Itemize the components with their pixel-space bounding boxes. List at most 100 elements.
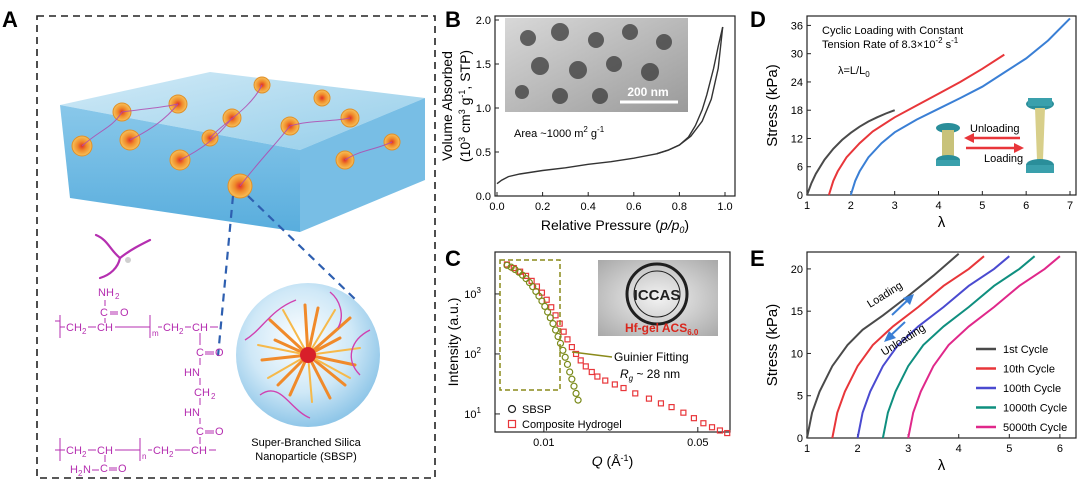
chart-b-ytick-label: 0.0 [476, 191, 491, 203]
unloading-arrow [964, 133, 1020, 143]
chart-d-xtick-label: 6 [1023, 200, 1029, 212]
chart-b-ylabel-line2: (103 cm3 g-1, STP) [457, 50, 473, 162]
panel-letter-a: A [2, 7, 18, 32]
chem-o-top: O [120, 307, 129, 319]
panel-e: E 1 2 3 4 5 6 0 5 10 15 20 λ Stress (kPa) 1st Cycle 10… [750, 246, 1077, 474]
panel-c: C 0.01 0.05 101 102 103 SBSP Composite Hydroge… [445, 246, 731, 469]
e-loading-arrow [891, 294, 914, 316]
chem-ch-top: CH [97, 322, 113, 334]
chart-e-xlabel: λ [938, 457, 946, 474]
chart-e-xtick-label: 5 [1006, 443, 1012, 455]
chart-c-point-hydrogel [594, 373, 601, 380]
chem-h2n-bottom-sub: 2 [78, 469, 83, 478]
chart-c-point-sbsp [570, 382, 578, 390]
chart-e-frame [806, 251, 1077, 439]
chart-c-point-hydrogel [577, 357, 584, 364]
chart-c-point-sbsp [554, 332, 562, 341]
chem-c-o1: C [196, 347, 204, 359]
chart-c-point-hydrogel [522, 272, 530, 279]
chart-c-ylabel: Intensity (a.u.) [445, 298, 461, 387]
chart-c-xtick-label: 0.01 [533, 437, 554, 449]
chart-e-legend-label: 10th Cycle [1003, 364, 1055, 376]
chart-c-point-hydrogel [560, 328, 567, 335]
chem-ch2-top: CH [66, 322, 82, 334]
chart-e-legend-label: 100th Cycle [1003, 383, 1061, 395]
chemical-structure: NH 2 C O CH 2 CH m CH 2 CH C [55, 287, 224, 478]
chart-b-series-adsorption [496, 26, 724, 185]
chart-b-series-desorption [656, 26, 724, 155]
chart-e-series-10th-cycle [831, 255, 985, 439]
chart-d-ytick-label: 0 [797, 190, 803, 202]
chart-e-ytick-label: 0 [797, 433, 803, 445]
chart-d-ytick-label: 12 [791, 133, 803, 145]
chart-c-point-hydrogel [645, 395, 653, 402]
chart-c: 0.01 0.05 101 102 103 SBSP Composite Hydrogel Q… [445, 251, 731, 469]
chart-e: 1 2 3 4 5 6 0 5 10 15 20 λ Stress (kPa) 1st Cycle 10th… [764, 251, 1077, 474]
chart-d-ytick-label: 36 [791, 20, 803, 32]
chart-c-ytick-label: 103 [464, 286, 481, 301]
chart-d-series-curve2 [827, 53, 1005, 196]
chart-c-xlabel: Q (Å-1) [592, 453, 633, 469]
chart-c-point-hydrogel [716, 427, 724, 434]
rg-label: Rg ~ 28 nm [620, 367, 680, 383]
chart-c-point-sbsp [529, 283, 537, 291]
chart-c-point-hydrogel [572, 350, 580, 358]
chart-c-point-sbsp [574, 396, 582, 404]
chart-c-point-sbsp [572, 389, 580, 397]
chart-c-point-hydrogel [548, 304, 555, 311]
loading-label: Loading [984, 153, 1023, 165]
chart-b-xtick-label: 0.8 [672, 201, 687, 213]
chart-e-xtick-label: 1 [804, 443, 810, 455]
chart-c-point-hydrogel [724, 429, 731, 437]
chart-d-xlabel: λ [938, 214, 946, 231]
chart-b-ytick-label: 0.5 [476, 147, 491, 159]
chart-c-xtick-label: 0.05 [687, 437, 708, 449]
chem-h2n-bottom-n: N [83, 464, 91, 476]
panel-letter-d: D [750, 7, 766, 32]
e-unloading-arrow [884, 321, 906, 342]
chem-c-top: C [100, 307, 108, 319]
chart-c-point-sbsp [503, 261, 511, 269]
chem-nh2-top: NH [98, 287, 114, 299]
hydrogel-slab-illustration [60, 72, 425, 357]
chart-c-point-sbsp [551, 326, 560, 334]
unloading-label: Unloading [970, 123, 1020, 135]
chart-c-point-hydrogel [680, 409, 687, 416]
chart-c-point-sbsp [541, 302, 549, 310]
panel-letter-c: C [445, 246, 461, 271]
chart-c-point-hydrogel [700, 420, 707, 427]
sample-stretched-icon [1026, 98, 1054, 173]
chart-e-series-1st-cycle [806, 252, 960, 439]
chem-o2: O [215, 426, 224, 438]
sbsp-caption-line2: Nanoparticle (SBSP) [255, 451, 357, 463]
chart-c-point-hydrogel [552, 312, 559, 319]
chart-c-point-hydrogel [632, 390, 639, 397]
chart-d-ytick-label: 30 [791, 49, 803, 61]
chart-e-ytick-label: 5 [797, 391, 803, 403]
chart-c-point-hydrogel [668, 404, 675, 411]
chart-c-ytick-label: 102 [464, 346, 481, 361]
chart-c-point-hydrogel [564, 336, 571, 343]
chem-ch2-right-top: CH [163, 322, 179, 334]
chart-e-series-1000th-cycle [881, 255, 1036, 439]
chem-o1: O [215, 347, 224, 359]
chart-e-xtick-label: 4 [956, 443, 962, 455]
chart-b-ylabel-line1: Volume Absorbed [439, 51, 455, 161]
chart-c-point-hydrogel [588, 368, 595, 376]
chart-e-ytick-label: 10 [791, 348, 803, 360]
chem-h2n-bottom: H [70, 464, 78, 476]
polymer-chain-sketch [94, 233, 152, 280]
chart-c-point-hydrogel [708, 424, 716, 431]
sbsp-caption-line1: Super-Branched Silica [251, 437, 361, 449]
chart-d-xtick-label: 1 [804, 200, 810, 212]
chart-c-point-sbsp [546, 314, 554, 322]
chart-b-xtick-label: 1.0 [717, 201, 732, 213]
chem-ch2-bottom-sub: 2 [82, 450, 87, 459]
chart-d-xtick-label: 5 [979, 200, 985, 212]
chart-e-xtick-label: 3 [905, 443, 911, 455]
chart-b-frame [494, 15, 736, 197]
tem-inset-image: 200 nm [505, 18, 688, 112]
